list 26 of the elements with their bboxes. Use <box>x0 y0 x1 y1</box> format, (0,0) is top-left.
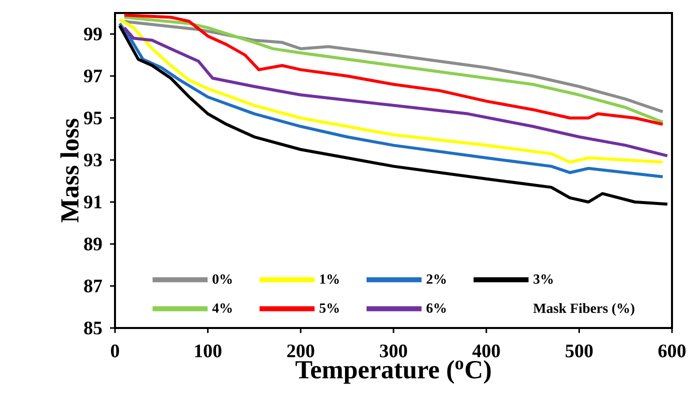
legend-label: 6% <box>426 303 446 313</box>
legend-label: 2% <box>426 274 446 284</box>
legend-label: 4% <box>212 303 232 313</box>
y-tick-label: 91 <box>84 196 102 208</box>
y-tick-label: 85 <box>84 322 102 334</box>
y-tick-label: 97 <box>84 70 102 82</box>
legend-label: 5% <box>320 303 339 313</box>
y-tick-label: 99 <box>84 28 102 40</box>
x-tick-label: 600 <box>658 344 686 358</box>
y-tick-label: 95 <box>84 112 102 124</box>
y-tick-label: 87 <box>84 280 102 292</box>
x-tick-label: 300 <box>380 344 408 358</box>
x-axis-title: Temperature ($^{o}$C) <box>296 360 491 384</box>
legend-title: Mask Fibers (%) <box>533 303 634 316</box>
legend-label: 1% <box>320 274 339 284</box>
legend-label: 0% <box>212 274 232 284</box>
x-tick-label: 0 <box>110 344 120 358</box>
y-tick-label: 89 <box>84 238 102 250</box>
x-tick-label: 500 <box>566 344 593 358</box>
y-axis-title: Mass loss <box>60 118 79 222</box>
legend-label: 3% <box>534 274 553 284</box>
line-series <box>118 24 669 206</box>
x-tick-label: 400 <box>472 344 500 358</box>
x-tick-label: 200 <box>287 344 314 358</box>
y-tick-label: 93 <box>84 154 102 166</box>
x-tick-label: 100 <box>195 344 222 358</box>
